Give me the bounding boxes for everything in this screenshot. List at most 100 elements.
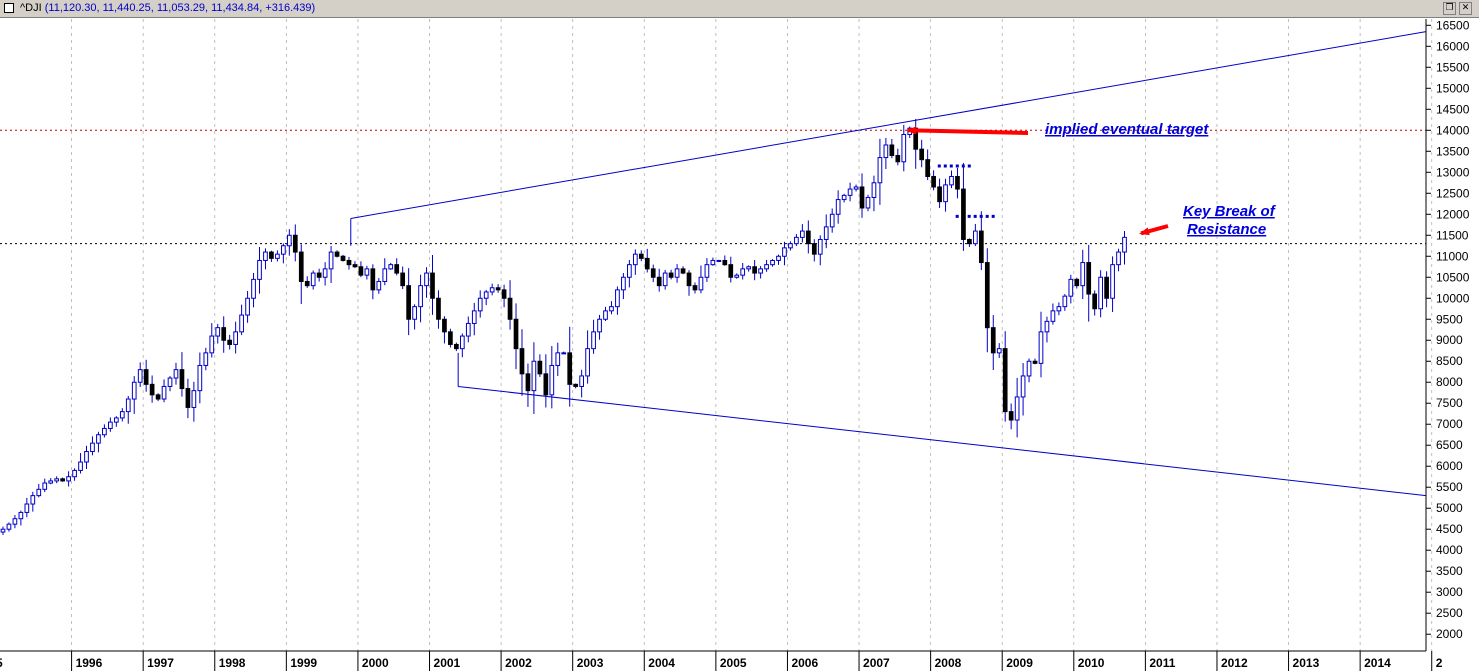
candle-body xyxy=(1098,276,1103,310)
candle-body xyxy=(281,245,286,255)
candle-body xyxy=(197,364,203,392)
candle-body xyxy=(990,327,996,354)
candle-body xyxy=(1062,295,1068,308)
annotation-label: implied eventual target xyxy=(1045,121,1209,138)
x-tick-label: 2011 xyxy=(1149,656,1175,670)
candle-body xyxy=(967,238,972,245)
candle-body xyxy=(728,264,734,278)
candle-body xyxy=(370,268,376,291)
candle-body xyxy=(102,427,107,436)
candle-body xyxy=(1074,278,1080,287)
y-tick-label: 6000 xyxy=(1436,459,1463,473)
candle-body xyxy=(454,343,459,350)
candle-body xyxy=(1020,375,1026,398)
candle-body xyxy=(955,175,960,190)
candle-body xyxy=(698,276,704,291)
x-tick-label: 2000 xyxy=(362,656,389,670)
candle-body xyxy=(895,154,901,163)
candle-body xyxy=(143,369,149,385)
candle-body xyxy=(459,335,465,350)
candle-body xyxy=(931,175,936,188)
candle-body xyxy=(424,272,429,287)
candle-body xyxy=(770,259,775,266)
y-tick-label: 13500 xyxy=(1436,144,1470,158)
candle-body xyxy=(96,434,101,444)
candle-body xyxy=(668,272,674,278)
close-button[interactable]: ✕ xyxy=(1459,2,1472,15)
candle-body xyxy=(973,230,978,245)
candle-body xyxy=(585,348,590,377)
candle-body xyxy=(179,369,185,390)
y-tick-label: 9500 xyxy=(1436,312,1463,326)
candle-body xyxy=(113,417,119,423)
candle-body xyxy=(853,186,859,190)
candle-body xyxy=(597,318,602,333)
candle-body xyxy=(442,318,447,333)
candle-body xyxy=(161,385,167,400)
candle-body xyxy=(722,259,728,266)
y-tick-label: 4500 xyxy=(1436,522,1463,536)
candle-body xyxy=(155,394,161,400)
x-tick-label: 2012 xyxy=(1221,656,1248,670)
candle-body xyxy=(1092,293,1098,310)
candle-body xyxy=(638,253,644,259)
candle-body xyxy=(609,306,614,312)
candle-body xyxy=(412,306,417,320)
candle-body xyxy=(740,268,746,276)
candle-body xyxy=(764,264,769,270)
candle-body xyxy=(501,289,507,299)
candle-body xyxy=(1014,396,1020,421)
y-tick-label: 3000 xyxy=(1436,585,1463,599)
candle-body xyxy=(137,369,143,383)
candle-body xyxy=(78,461,83,471)
candle-body xyxy=(465,322,471,337)
ohlc-readout: (11,120.30, 11,440.25, 11,053.29, 11,434… xyxy=(44,2,316,14)
x-tick-label: 2008 xyxy=(935,656,962,670)
candle-body xyxy=(48,480,54,484)
candle-body xyxy=(734,274,740,278)
candle-body xyxy=(537,360,543,375)
candle-body xyxy=(919,148,925,161)
candle-body xyxy=(871,182,877,198)
candle-body xyxy=(394,264,400,274)
candle-body xyxy=(603,310,608,320)
restore-button[interactable]: ❐ xyxy=(1443,2,1456,15)
candle-body xyxy=(1122,236,1127,253)
candle-body xyxy=(519,348,525,375)
symbol-label: ^DJI xyxy=(20,2,42,14)
y-tick-label: 5000 xyxy=(1436,501,1463,515)
x-tick-label: 2 xyxy=(1436,656,1443,670)
y-tick-label: 14500 xyxy=(1436,102,1470,116)
annotations: implied eventual target Key Break ofResis… xyxy=(905,121,1277,238)
candle-body xyxy=(674,268,680,278)
candle-body xyxy=(227,339,233,345)
candle-body xyxy=(1044,320,1050,333)
candle-body xyxy=(680,268,686,274)
window-titlebar: ^DJI (11,120.30, 11,440.25, 11,053.29, 1… xyxy=(0,0,1479,18)
candle-body xyxy=(978,230,984,264)
candle-body xyxy=(471,310,477,324)
candle-body xyxy=(54,478,60,482)
candle-body xyxy=(847,188,853,196)
candle-body xyxy=(298,251,304,282)
y-tick-label: 10500 xyxy=(1436,270,1470,284)
candle-body xyxy=(650,268,656,278)
y-tick-label: 4000 xyxy=(1436,543,1463,557)
y-tick-label: 2000 xyxy=(1436,627,1463,641)
candle-body xyxy=(716,259,722,262)
candle-body xyxy=(245,297,250,316)
candle-body xyxy=(823,226,829,240)
y-tick-label: 2500 xyxy=(1436,606,1463,620)
candle-body xyxy=(841,194,847,201)
candle-body xyxy=(776,255,781,261)
x-tick-label: 2004 xyxy=(648,656,675,670)
candle-body xyxy=(788,243,793,249)
candle-body xyxy=(131,381,137,400)
candle-body xyxy=(925,159,930,177)
candle-body xyxy=(984,262,990,329)
candle-body xyxy=(817,238,823,255)
candle-body xyxy=(185,388,191,408)
candle-body xyxy=(108,421,113,429)
candle-body xyxy=(782,247,787,257)
candle-body xyxy=(1026,360,1032,377)
